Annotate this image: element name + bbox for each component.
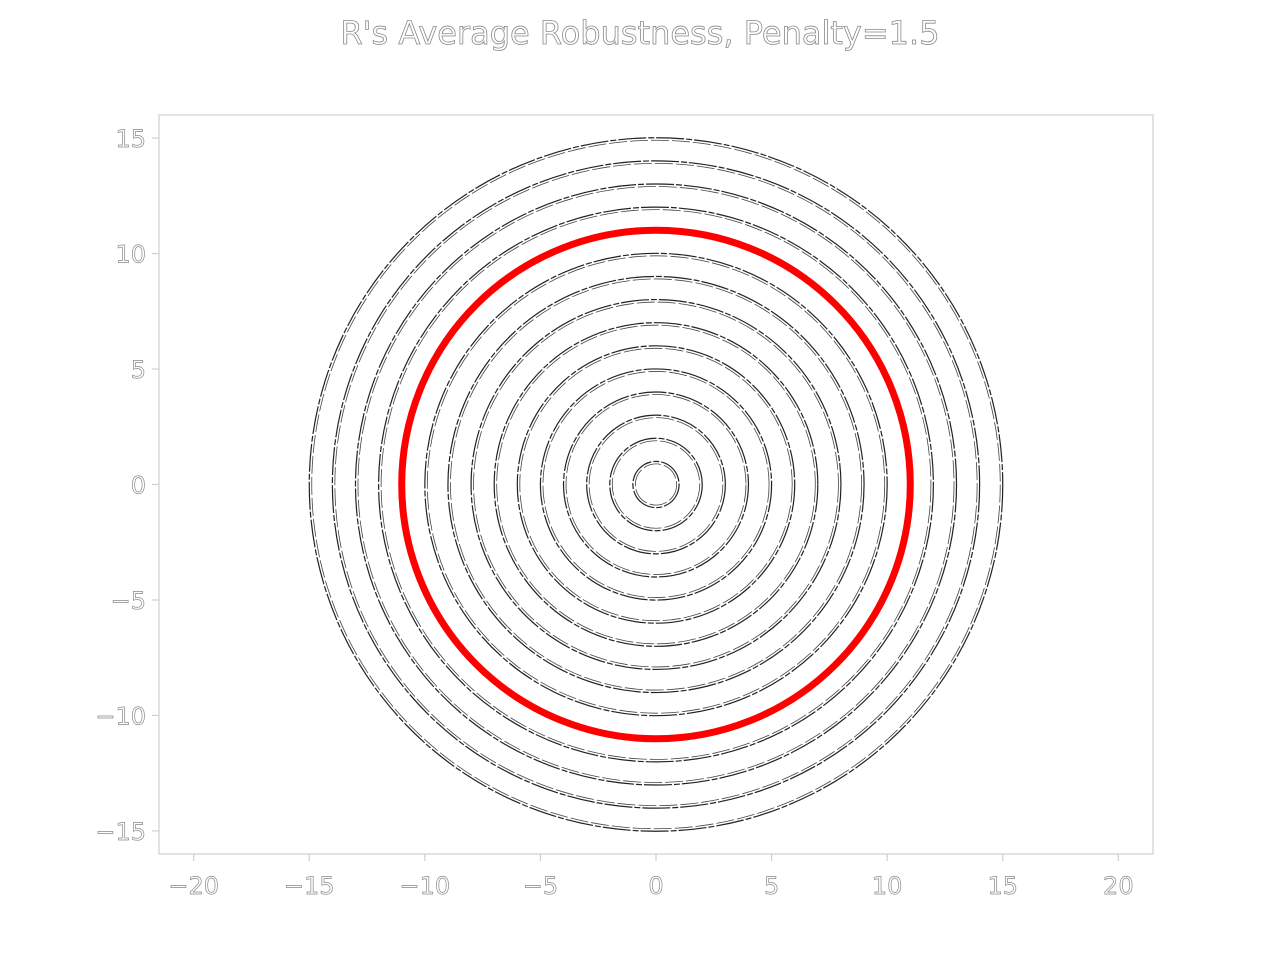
- x-tick-label: −5: [523, 872, 558, 900]
- contour-line: [378, 206, 934, 763]
- contour-line: [308, 137, 1004, 832]
- x-tick-label: 15: [987, 872, 1018, 900]
- chart-title: R's Average Robustness, Penalty=1.5: [340, 14, 939, 52]
- x-tick-label: 10: [872, 872, 903, 900]
- contour-line: [424, 252, 888, 717]
- contour-line-inner: [473, 301, 839, 668]
- contour-line: [632, 460, 680, 509]
- y-tick-label: −15: [95, 818, 146, 846]
- y-tick-label: 10: [115, 241, 146, 269]
- contour-line: [562, 391, 750, 578]
- contour-line-inner: [611, 440, 701, 529]
- contour-line-inner: [565, 394, 747, 575]
- y-axis: −15 −10 −5 0 5 10 15: [95, 125, 159, 846]
- contour-line-inner: [380, 209, 932, 760]
- contour-line: [586, 414, 726, 555]
- contour-lines: [308, 137, 1004, 832]
- x-axis: −20 −15 −10 −5 0 5 10 15 20: [168, 854, 1134, 900]
- plot-area: [158, 114, 1154, 855]
- contour-line-inner: [426, 255, 886, 714]
- contour-line-inner: [450, 278, 862, 691]
- y-tick-label: −10: [95, 702, 146, 730]
- contour-line: [331, 160, 981, 809]
- contour-line-inner: [588, 417, 724, 552]
- contour-line-inner: [634, 463, 678, 506]
- y-tick-label: −5: [111, 587, 146, 615]
- contour-line-inner: [542, 371, 770, 598]
- contour-line: [539, 368, 773, 601]
- highlight-contour: [398, 226, 914, 743]
- contour-line-inner: [311, 139, 1001, 830]
- y-tick-label: 5: [131, 356, 146, 384]
- contour-line-inner: [496, 324, 816, 645]
- y-tick-label: 0: [131, 472, 146, 500]
- contour-line: [493, 322, 819, 647]
- x-tick-label: 0: [648, 872, 663, 900]
- contour-line-inner: [357, 186, 955, 783]
- x-tick-label: −20: [168, 872, 219, 900]
- contour-line: [470, 298, 842, 671]
- contour-line: [447, 275, 865, 694]
- y-tick-label: 15: [115, 125, 146, 153]
- contour-line: [516, 345, 796, 624]
- contour-line: [609, 437, 703, 532]
- contour-line-inner: [519, 347, 793, 622]
- x-tick-label: −15: [284, 872, 335, 900]
- x-tick-label: −10: [400, 872, 451, 900]
- x-tick-label: 20: [1103, 872, 1134, 900]
- contour-line: [354, 183, 958, 786]
- contour-line-inner: [334, 162, 978, 807]
- x-tick-label: 5: [764, 872, 779, 900]
